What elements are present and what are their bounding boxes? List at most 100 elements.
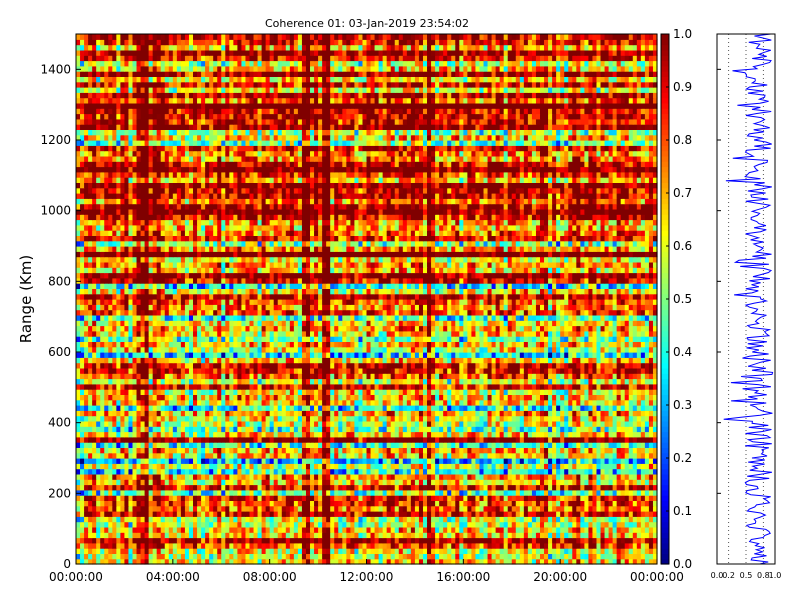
heatmap-cell — [479, 463, 485, 470]
heatmap-cell — [511, 399, 517, 406]
heatmap-cell — [568, 420, 573, 427]
heatmap-cell — [370, 548, 376, 554]
heatmap-cell — [229, 511, 234, 517]
heatmap-cell — [443, 463, 448, 470]
heatmap-cell — [495, 473, 501, 480]
heatmap-cell — [253, 426, 259, 433]
heatmap-cell — [608, 442, 614, 448]
heatmap-cell — [535, 394, 541, 401]
heatmap-cell — [552, 389, 557, 395]
heatmap-cell — [548, 511, 553, 517]
heatmap-cell — [410, 473, 416, 480]
heatmap-cell — [184, 463, 190, 470]
heatmap-cell — [245, 505, 251, 512]
heatmap-cell — [624, 548, 630, 554]
heatmap-cell — [580, 442, 585, 448]
heatmap-cell — [370, 405, 376, 411]
heatmap-cell — [188, 420, 194, 427]
heatmap-cell — [318, 394, 323, 401]
heatmap-cell — [188, 484, 194, 491]
heatmap-cell — [164, 484, 170, 491]
heatmap-cell — [305, 431, 311, 438]
heatmap-cell — [592, 521, 598, 528]
heatmap-cell — [201, 500, 206, 507]
heatmap-cell — [140, 447, 146, 454]
heatmap-cell — [463, 405, 468, 411]
heatmap-cell — [576, 463, 581, 470]
heatmap-cell — [431, 473, 436, 480]
heatmap-cell — [447, 431, 452, 438]
heatmap-cell — [140, 463, 146, 470]
heatmap-cell — [310, 394, 315, 401]
heatmap-cell — [88, 420, 93, 427]
heatmap-cell — [221, 442, 226, 448]
heatmap-cell — [410, 463, 416, 470]
heatmap-cell — [330, 468, 335, 475]
heatmap-cell — [257, 420, 263, 427]
heatmap-cell — [447, 542, 452, 549]
heatmap-cell — [80, 442, 85, 448]
heatmap-cell — [193, 394, 198, 401]
heatmap-cell — [245, 548, 251, 554]
heatmap-cell — [362, 526, 368, 533]
heatmap-cell — [628, 479, 634, 486]
heatmap-cell — [467, 479, 472, 486]
heatmap-cell — [221, 378, 226, 385]
heatmap-cell — [535, 553, 541, 560]
heatmap-cell — [358, 516, 364, 523]
heatmap-cell — [479, 378, 485, 385]
heatmap-cell — [556, 558, 561, 565]
heatmap-cell — [576, 505, 581, 512]
heatmap-cell — [120, 420, 126, 427]
heatmap-cell — [455, 447, 460, 454]
heatmap-cell — [406, 458, 412, 464]
heatmap-cell — [366, 521, 372, 528]
heatmap-cell — [253, 558, 259, 565]
heatmap-cell — [620, 542, 626, 549]
heatmap-cell — [507, 399, 513, 406]
heatmap-cell — [608, 495, 614, 501]
heatmap-cell — [241, 516, 247, 523]
heatmap-cell — [382, 495, 388, 501]
heatmap-cell — [281, 389, 287, 395]
heatmap-cell — [378, 378, 384, 385]
heatmap-cell — [330, 495, 335, 501]
heatmap-cell — [172, 389, 178, 395]
heatmap-cell — [310, 542, 315, 549]
heatmap-cell — [652, 458, 658, 464]
heatmap-cell — [511, 426, 517, 433]
heatmap-cell — [560, 479, 565, 486]
heatmap-cell — [435, 426, 440, 433]
heatmap-cell — [386, 505, 392, 512]
heatmap-cell — [160, 484, 166, 491]
heatmap-cell — [422, 463, 428, 470]
heatmap-cell — [297, 553, 303, 560]
heatmap-cell — [584, 431, 590, 438]
heatmap-cell — [136, 426, 142, 433]
heatmap-cell — [209, 378, 214, 385]
heatmap-cell — [463, 442, 468, 448]
heatmap-cell — [539, 415, 545, 422]
heatmap-cell — [136, 463, 142, 470]
heatmap-cell — [592, 526, 598, 533]
heatmap-cell — [358, 410, 364, 417]
heatmap-cell — [289, 415, 295, 422]
heatmap-cell — [201, 431, 206, 438]
heatmap-cell — [249, 553, 255, 560]
heatmap-cell — [92, 484, 97, 491]
heatmap-cell — [237, 500, 243, 507]
heatmap-cell — [314, 378, 319, 385]
heatmap-cell — [576, 542, 581, 549]
heatmap-cell — [479, 505, 485, 512]
heatmap-cell — [487, 521, 493, 528]
heatmap-cell — [475, 553, 481, 560]
heatmap-cell — [483, 532, 489, 539]
heatmap-cell — [515, 484, 521, 491]
heatmap-cell — [326, 495, 331, 501]
heatmap-cell — [499, 468, 505, 475]
heatmap-cell — [427, 537, 432, 544]
heatmap-cell — [257, 521, 263, 528]
heatmap-cell — [483, 526, 489, 533]
heatmap-cell — [112, 532, 117, 539]
heatmap-cell — [116, 521, 121, 528]
